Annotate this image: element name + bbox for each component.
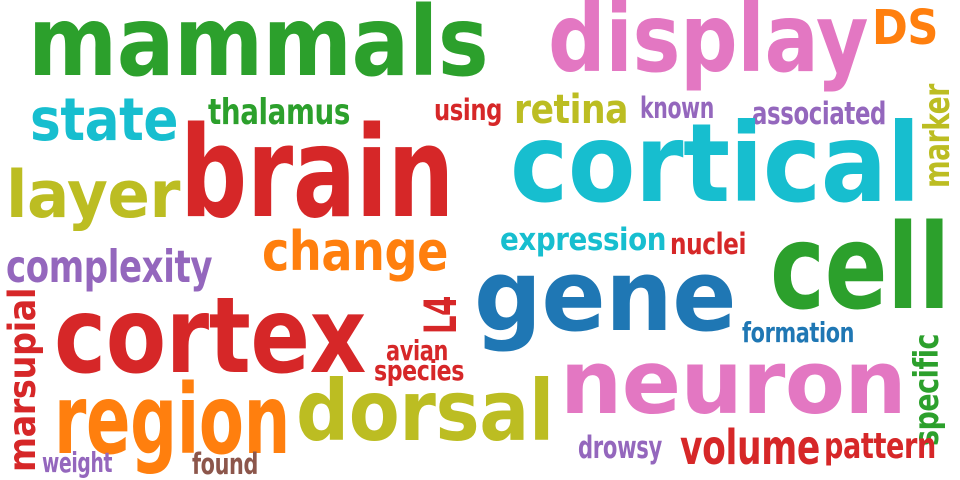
word-thalamus: thalamus	[208, 92, 350, 134]
word-using: using	[434, 92, 502, 127]
word-neuron: neuron	[560, 330, 907, 434]
word-formation: formation	[742, 317, 855, 349]
word-dorsal: dorsal	[296, 362, 554, 461]
word-found: found	[192, 446, 259, 480]
word-marker: marker	[917, 84, 958, 188]
word-change: change	[262, 218, 448, 283]
word-nuclei: nuclei	[670, 226, 747, 261]
word-volume: volume	[680, 420, 820, 477]
word-ds: DS	[872, 0, 938, 57]
word-associated: associated	[752, 96, 887, 133]
word-drowsy: drowsy	[578, 430, 662, 467]
word-marsupial: marsupial	[0, 288, 44, 472]
word-cortical: cortical	[510, 100, 920, 228]
word-pattern: pattern	[824, 426, 936, 468]
word-species: species	[374, 355, 464, 387]
word-expression: expression	[500, 222, 667, 259]
word-display: display	[548, 0, 869, 95]
word-l4: L4	[416, 295, 467, 334]
word-cortex: cortex	[54, 274, 366, 397]
word-retina: retina	[514, 86, 629, 133]
word-weight: weight	[42, 447, 113, 479]
word-layer: layer	[6, 157, 180, 233]
word-state: state	[30, 85, 179, 155]
word-gene: gene	[474, 239, 737, 355]
word-brain: brain	[180, 98, 454, 246]
word-known: known	[640, 90, 714, 125]
word-complexity: complexity	[6, 242, 213, 294]
word-region: region	[54, 363, 290, 477]
word-mammals: mammals	[28, 0, 489, 99]
word-avian: avian	[386, 335, 448, 367]
word-cell: cell	[770, 198, 950, 336]
